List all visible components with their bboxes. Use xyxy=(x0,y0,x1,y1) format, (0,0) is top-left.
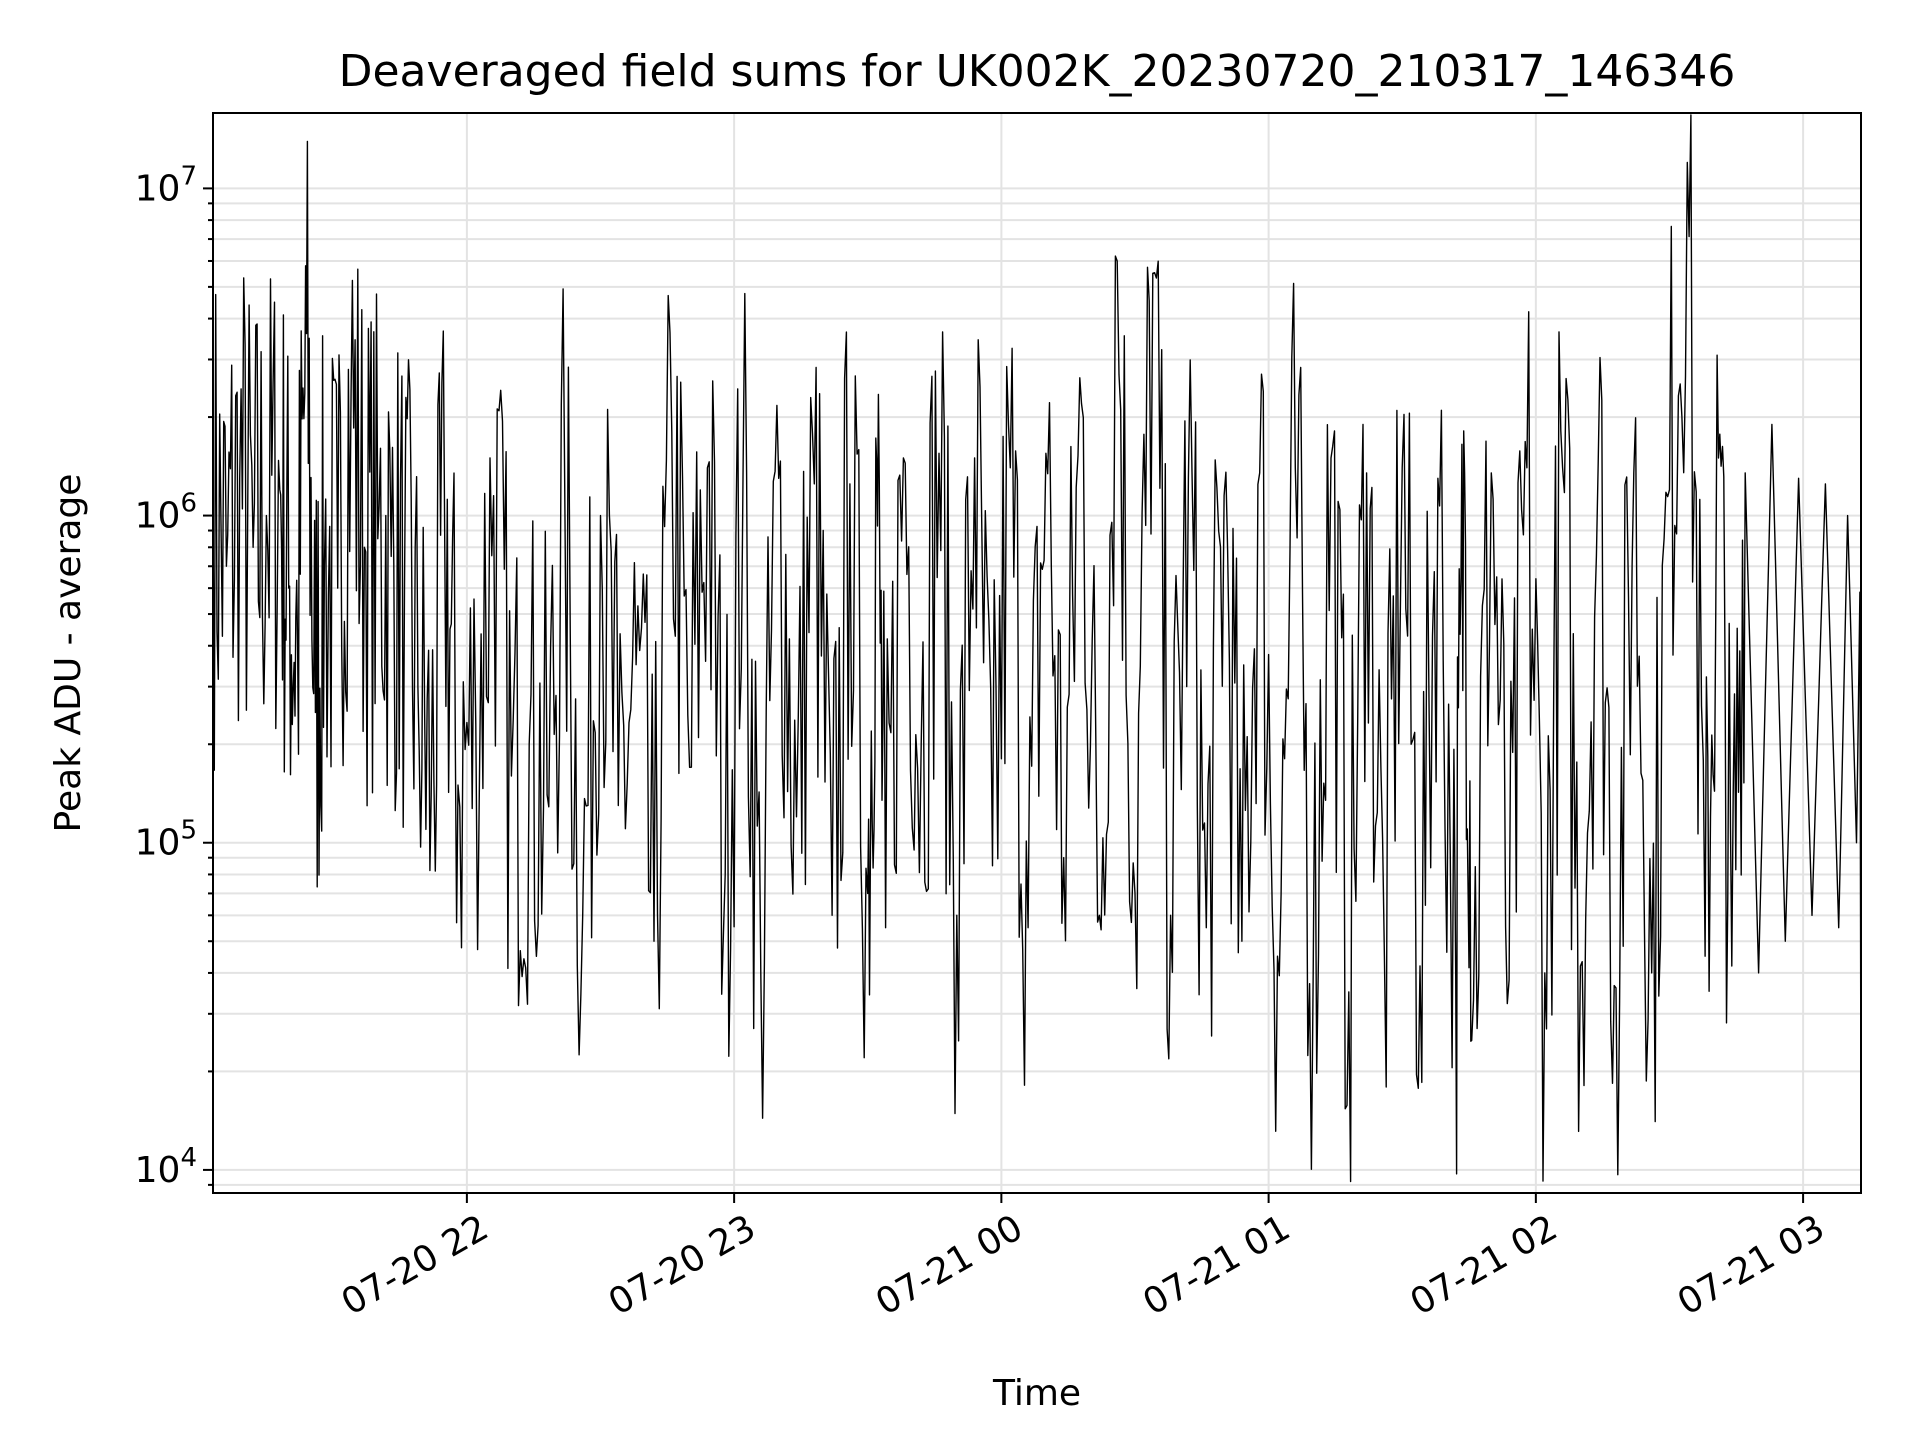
y-tick-label: 105 xyxy=(135,816,197,864)
x-axis-label: Time xyxy=(992,1373,1081,1414)
x-tick-label: 07-21 00 xyxy=(869,1207,1030,1323)
x-axis-ticks: 07-20 22 07-20 23 07-21 00 07-21 01 07-21 02… xyxy=(335,1193,1832,1324)
series-line xyxy=(212,114,1862,1183)
y-axis-ticks: 104 105 106 107 xyxy=(135,161,213,1191)
x-tick-label: 07-21 03 xyxy=(1671,1207,1832,1323)
plot-frame xyxy=(212,112,1862,1194)
data-trace xyxy=(212,114,1862,1183)
y-tick-label: 104 xyxy=(135,1143,197,1191)
x-tick-label: 07-20 23 xyxy=(602,1207,763,1323)
y-tick-label: 106 xyxy=(135,489,197,537)
y-axis-label: Peak ADU - average xyxy=(48,474,89,833)
y-tick-label: 107 xyxy=(135,161,197,209)
x-tick-label: 07-20 22 xyxy=(335,1207,496,1323)
x-tick-label: 07-21 01 xyxy=(1136,1207,1297,1323)
chart-title: Deaveraged field sums for UK002K_2023072… xyxy=(339,46,1736,97)
x-tick-label: 07-21 02 xyxy=(1404,1207,1565,1323)
